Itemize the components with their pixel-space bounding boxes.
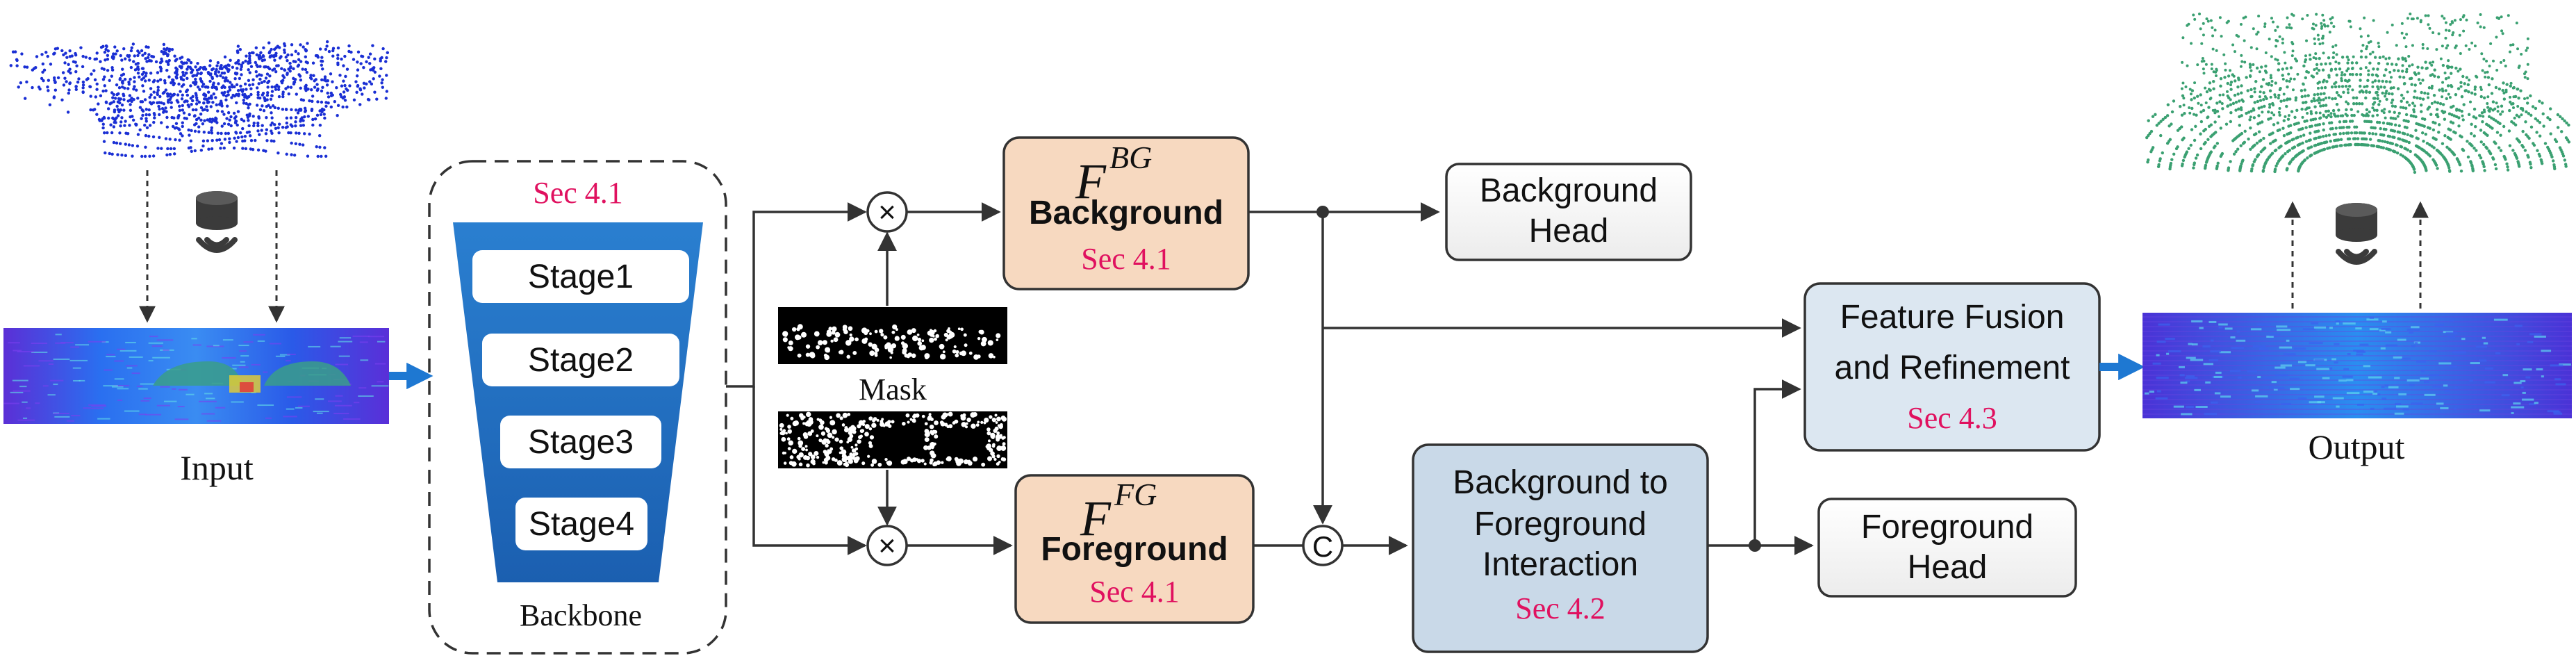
foreground-mask-image (778, 411, 1007, 468)
interaction-line1: Background to (1453, 464, 1668, 501)
background-mask-image (778, 307, 1007, 364)
fusion-section: Sec 4.3 (1907, 401, 1997, 435)
fusion-line1: Feature Fusion (1840, 299, 2065, 336)
stage-box-2 (482, 334, 679, 386)
backbone-trapezoid (453, 222, 703, 582)
multiply-node-top: × (866, 191, 908, 233)
backbone-container (428, 160, 727, 655)
lidar-sensor-icon-output (2336, 203, 2377, 265)
foreground-head-line1: Foreground (1861, 509, 2033, 546)
stage-box-4 (515, 498, 647, 550)
interaction-line2: Foreground (1474, 506, 1646, 543)
interaction-output-lines (1708, 379, 1814, 555)
background-feature-section: Sec 4.1 (1081, 242, 1171, 276)
backbone-stages: Stage1 Stage2 Stage3 Stage4 (472, 250, 689, 550)
foreground-feature-symbol: F (1080, 491, 1112, 546)
foreground-head-line2: Head (1908, 549, 1988, 586)
svg-text:×: × (878, 195, 896, 229)
fusion-box: Feature Fusion and Refinement Sec 4.3 (1803, 282, 2101, 452)
backbone-branch-lines (726, 202, 867, 555)
background-feature-box: F BG Background Sec 4.1 (1002, 136, 1250, 290)
background-branch-lines (1248, 202, 1801, 525)
output-range-image (2142, 313, 2572, 418)
stage-label-4: Stage4 (529, 506, 634, 543)
interaction-box: Background to Foreground Interaction Sec… (1412, 443, 1709, 653)
concat-node: C (1302, 525, 1344, 566)
stage-label-1: Stage1 (528, 259, 634, 295)
foreground-feature-title: Foreground (1041, 531, 1228, 568)
background-head-line1: Background (1480, 172, 1658, 209)
input-range-image (3, 328, 389, 424)
svg-text:×: × (878, 529, 896, 563)
stage-label-2: Stage2 (528, 342, 634, 379)
fusion-line2: and Refinement (1835, 350, 2070, 386)
backbone-section-label: Sec 4.1 (533, 176, 623, 210)
stage-box-3 (500, 416, 661, 468)
background-feature-title: Background (1029, 195, 1223, 231)
foreground-feature-superscript: FG (1114, 477, 1157, 512)
foreground-feature-box: F FG Foreground Sec 4.1 (1014, 474, 1255, 624)
stage-box-1 (472, 250, 689, 303)
input-point-cloud (9, 40, 390, 158)
svg-text:C: C (1312, 530, 1333, 563)
foreground-feature-section: Sec 4.1 (1089, 575, 1180, 609)
background-feature-symbol: F (1075, 154, 1107, 209)
interaction-line3: Interaction (1483, 546, 1638, 583)
multiply-node-bottom: × (866, 525, 908, 566)
lidar-sensor-icon (196, 191, 238, 253)
junction-dot-background (1316, 206, 1329, 218)
background-head-box: Background Head (1445, 163, 1692, 261)
foreground-head-box: Foreground Head (1817, 498, 2077, 598)
mask-label: Mask (859, 372, 927, 407)
junction-dot-foreground (1749, 539, 1761, 552)
interaction-section: Sec 4.2 (1515, 591, 1605, 625)
output-label: Output (2309, 427, 2405, 466)
input-label: Input (180, 448, 254, 487)
background-head-line2: Head (1529, 213, 1609, 249)
output-point-cloud (2145, 13, 2571, 174)
backbone-label: Backbone (520, 598, 642, 632)
stage-label-3: Stage3 (528, 424, 634, 461)
background-feature-superscript: BG (1109, 140, 1152, 175)
